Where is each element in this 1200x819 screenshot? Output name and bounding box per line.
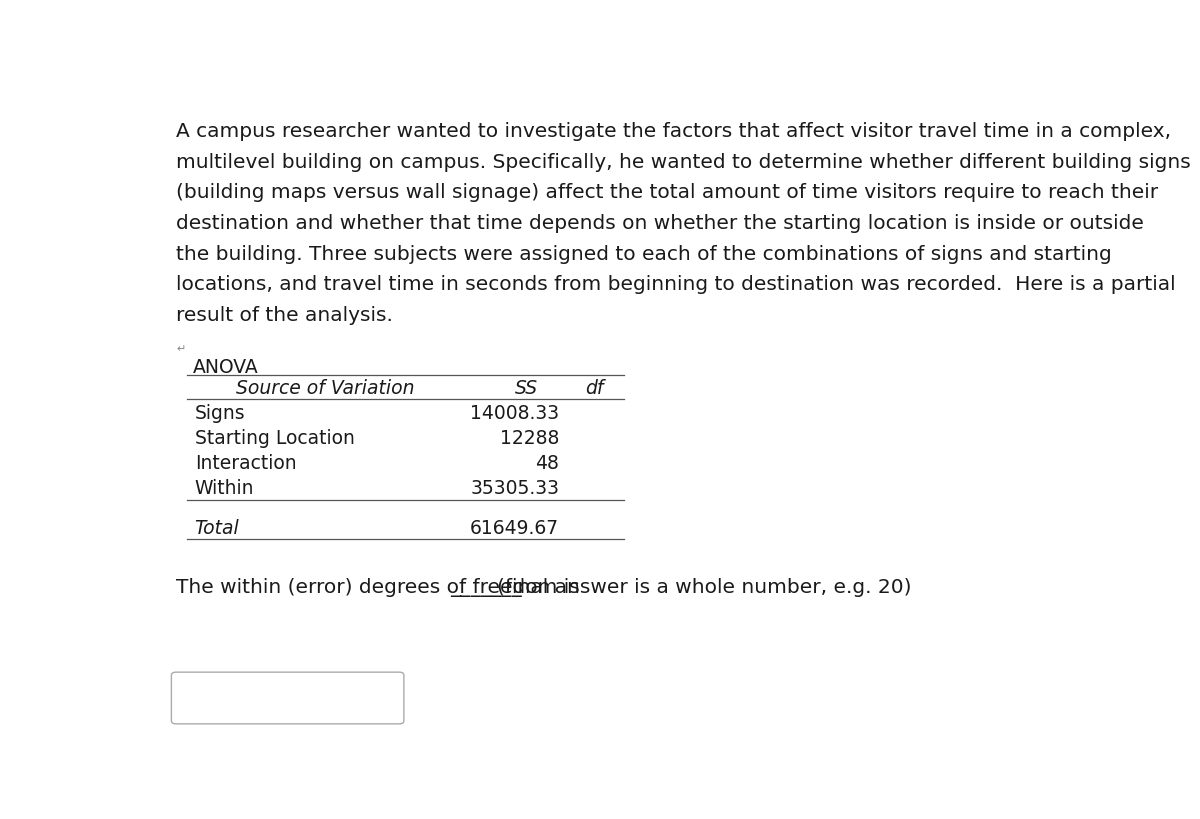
Text: Total: Total	[194, 518, 239, 537]
Text: Source of Variation: Source of Variation	[236, 378, 415, 397]
Text: The within (error) degrees of freedom is: The within (error) degrees of freedom is	[176, 578, 586, 597]
Text: locations, and travel time in seconds from beginning to destination was recorded: locations, and travel time in seconds fr…	[176, 275, 1176, 294]
Text: destination and whether that time depends on whether the starting location is in: destination and whether that time depend…	[176, 214, 1144, 233]
Text: ↵: ↵	[176, 344, 186, 354]
Text: Starting Location: Starting Location	[194, 429, 354, 448]
Text: 12288: 12288	[500, 429, 559, 448]
Text: Within: Within	[194, 479, 254, 499]
Text: 14008.33: 14008.33	[470, 404, 559, 423]
Text: (building maps versus wall signage) affect the total amount of time visitors req: (building maps versus wall signage) affe…	[176, 183, 1158, 202]
Text: df: df	[586, 378, 604, 397]
Text: A campus researcher wanted to investigate the factors that affect visitor travel: A campus researcher wanted to investigat…	[176, 122, 1171, 141]
Text: the building. Three subjects were assigned to each of the combinations of signs : the building. Three subjects were assign…	[176, 245, 1111, 264]
Text: 35305.33: 35305.33	[470, 479, 559, 499]
Text: result of the analysis.: result of the analysis.	[176, 305, 392, 325]
Text: (final answer is a whole number, e.g. 20): (final answer is a whole number, e.g. 20…	[498, 578, 912, 597]
FancyBboxPatch shape	[172, 672, 404, 724]
Text: Signs: Signs	[194, 404, 245, 423]
Text: _______: _______	[450, 578, 522, 597]
Text: multilevel building on campus. Specifically, he wanted to determine whether diff: multilevel building on campus. Specifica…	[176, 153, 1190, 172]
Text: 48: 48	[535, 455, 559, 473]
Text: SS: SS	[515, 378, 539, 397]
Text: ANOVA: ANOVA	[193, 358, 258, 377]
Text: Interaction: Interaction	[194, 455, 296, 473]
Text: 61649.67: 61649.67	[470, 518, 559, 537]
